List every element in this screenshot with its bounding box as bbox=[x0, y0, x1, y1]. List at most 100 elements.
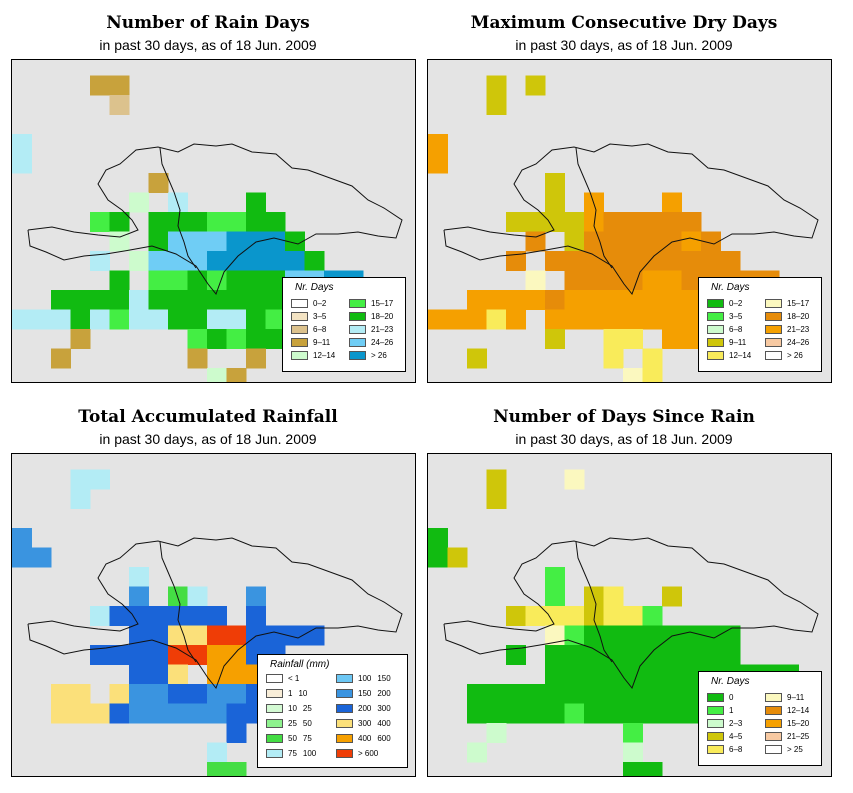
legend-item: 200 300 bbox=[336, 703, 391, 714]
grid-cell bbox=[226, 251, 247, 271]
legend-label: 24–26 bbox=[371, 338, 394, 348]
grid-cell bbox=[662, 212, 682, 232]
grid-cell bbox=[681, 664, 702, 685]
grid-cell bbox=[525, 606, 546, 626]
grid-cell bbox=[584, 309, 604, 330]
grid-cell bbox=[623, 762, 643, 776]
legend-label: 0 bbox=[729, 693, 734, 703]
grid-cell bbox=[467, 309, 487, 330]
legend-item: > 600 bbox=[336, 748, 378, 759]
legend-swatch bbox=[707, 732, 724, 742]
grid-cell bbox=[642, 645, 663, 665]
grid-cell bbox=[681, 290, 702, 310]
grid-cell bbox=[187, 606, 208, 626]
grid-cell bbox=[506, 684, 526, 704]
country-border bbox=[575, 147, 613, 269]
legend-item: 1 10 bbox=[266, 688, 307, 699]
grid-cell bbox=[265, 270, 286, 291]
grid-cell bbox=[545, 664, 565, 685]
grid-cell bbox=[207, 270, 227, 291]
grid-cell bbox=[129, 664, 149, 685]
grid-cell bbox=[226, 703, 247, 724]
legend-item: 3–5 bbox=[707, 311, 742, 322]
grid-cell bbox=[642, 664, 663, 685]
grid-cell bbox=[246, 329, 266, 349]
grid-cell bbox=[642, 251, 663, 271]
grid-cell bbox=[545, 251, 565, 271]
grid-cell bbox=[681, 231, 702, 252]
legend-item: 9–11 bbox=[291, 337, 330, 348]
grid-cell bbox=[545, 192, 565, 213]
legend-label-upper: 600 bbox=[377, 734, 391, 744]
legend-label: 15–20 bbox=[787, 719, 810, 729]
map-rain-days: Nr. Days 0–2 3–5 6–8 9–11 12–14 15–17 18–20 21–… bbox=[11, 59, 416, 383]
grid-cell bbox=[12, 134, 32, 154]
legend-label: 300 bbox=[358, 719, 372, 729]
grid-cell bbox=[226, 684, 247, 704]
grid-map bbox=[12, 469, 403, 776]
grid-cell bbox=[207, 762, 227, 776]
grid-cell bbox=[246, 251, 266, 271]
grid-cell bbox=[506, 645, 526, 665]
legend-label: 1 bbox=[288, 689, 293, 699]
grid-cell bbox=[148, 173, 169, 193]
grid-cell bbox=[207, 251, 227, 271]
grid-cell bbox=[584, 251, 604, 271]
grid-cell bbox=[226, 645, 247, 665]
coastline bbox=[27, 143, 403, 296]
grid-cell bbox=[51, 703, 71, 724]
grid-cell bbox=[70, 309, 91, 330]
grid-cell bbox=[226, 723, 247, 743]
grid-cell bbox=[603, 212, 624, 232]
grid-cell bbox=[109, 309, 130, 330]
grid-cell bbox=[545, 173, 565, 193]
grid-cell bbox=[51, 290, 71, 310]
grid-cell bbox=[90, 469, 110, 490]
grid-cell bbox=[31, 309, 52, 330]
legend-item: 24–26 bbox=[765, 337, 809, 348]
grid-cell bbox=[31, 547, 52, 568]
grid-cell bbox=[701, 625, 721, 646]
grid-cell bbox=[564, 251, 585, 271]
legend-item: 6–8 bbox=[291, 324, 326, 335]
grid-cell bbox=[129, 645, 149, 665]
grid-cell bbox=[603, 348, 624, 369]
legend-item: 10 25 bbox=[266, 703, 312, 714]
grid-cell bbox=[90, 606, 110, 626]
grid-cell bbox=[168, 703, 188, 724]
grid-cell bbox=[603, 664, 624, 685]
legend-item: 2–3 bbox=[707, 718, 742, 729]
legend-swatch bbox=[707, 693, 724, 703]
grid-cell bbox=[207, 703, 227, 724]
grid-cell bbox=[265, 251, 286, 271]
legend-swatch bbox=[266, 689, 283, 699]
grid-cell bbox=[603, 703, 624, 724]
grid-cell bbox=[304, 625, 325, 646]
legend-swatch bbox=[707, 706, 724, 716]
legend-label: 21–25 bbox=[787, 732, 810, 742]
grid-cell bbox=[564, 664, 585, 685]
grid-cell bbox=[129, 586, 149, 607]
grid-cell bbox=[428, 309, 448, 330]
grid-cell bbox=[486, 489, 507, 509]
legend-label: 15–17 bbox=[787, 299, 810, 309]
grid-cell bbox=[662, 664, 682, 685]
grid-cell bbox=[207, 664, 227, 685]
grid-cell bbox=[545, 329, 565, 349]
legend-swatch bbox=[707, 719, 724, 729]
title-rain-days: Number of Rain Days bbox=[106, 13, 310, 33]
grid-cell bbox=[109, 703, 130, 724]
grid-cell bbox=[623, 606, 643, 626]
grid-cell bbox=[168, 684, 188, 704]
legend-label: 50 bbox=[288, 734, 297, 744]
legend-swatch bbox=[266, 749, 283, 759]
grid-cell bbox=[506, 212, 526, 232]
grid-cell bbox=[90, 75, 110, 96]
grid-cell bbox=[246, 348, 266, 369]
grid-cell bbox=[246, 192, 266, 213]
grid-cell bbox=[168, 309, 188, 330]
grid-cell bbox=[525, 75, 546, 96]
grid-cell bbox=[70, 703, 91, 724]
grid-cell bbox=[109, 290, 130, 310]
grid-cell bbox=[545, 309, 565, 330]
